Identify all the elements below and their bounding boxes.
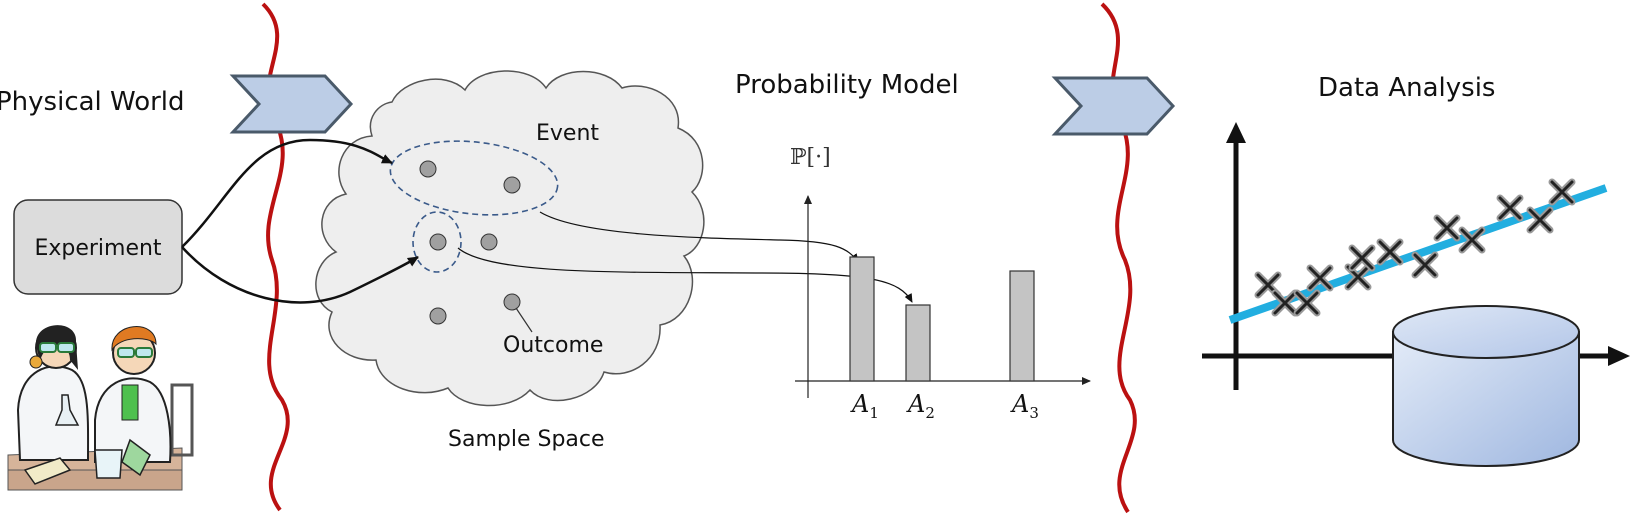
scatter-point-9	[1433, 214, 1461, 242]
scientists-illustration	[7, 325, 194, 491]
event-label: Event	[536, 121, 599, 146]
chevron-arrow-right	[1051, 76, 1176, 136]
outcome-pointer-line	[515, 307, 533, 333]
probability-bar-chart: ℙ[·] A1 A2 A3	[790, 145, 1091, 422]
probability-bar-1	[849, 256, 875, 382]
bars-group: A1 A2 A3	[849, 256, 1039, 422]
physical-world-title: Physical World	[0, 87, 185, 117]
probability-model-title: Probability Model	[735, 70, 959, 100]
scatter-points	[1254, 178, 1576, 317]
scatter-point-3	[1293, 289, 1321, 317]
outcome-label: Outcome	[503, 333, 603, 358]
database-icon	[1392, 305, 1580, 467]
probability-bar-3	[1009, 270, 1035, 382]
sample-space-cloud	[315, 70, 705, 407]
event-to-bar-a2-arrow	[457, 247, 913, 303]
probability-axis-label: ℙ[·]	[790, 145, 831, 170]
scatter-point-2	[1271, 289, 1299, 317]
scatter-point-6	[1348, 244, 1376, 272]
probability-bar-2	[905, 304, 931, 382]
scatter-point-13	[1548, 178, 1576, 206]
outcome-dot	[429, 307, 447, 325]
experiment-box: Experiment	[13, 199, 183, 295]
outcome-dot	[503, 176, 521, 194]
scatter-x-axis-arrowhead	[1608, 346, 1630, 366]
chevron-arrow-left	[229, 74, 354, 134]
outcome-dot	[429, 233, 447, 251]
scatter-point-7	[1376, 238, 1404, 266]
data-analysis-plot	[1202, 122, 1630, 467]
sample-space-label: Sample Space	[448, 427, 605, 452]
scatter-point-4	[1306, 264, 1334, 292]
scatter-point-11	[1496, 194, 1524, 222]
event-ellipse-small	[412, 211, 462, 273]
scatter-point-8	[1411, 251, 1439, 279]
experiment-to-event-arrow	[181, 138, 393, 248]
event-to-bar-a1-arrow	[539, 211, 859, 263]
outcome-dot	[503, 293, 521, 311]
event-ellipse-large	[389, 140, 559, 216]
scatter-y-axis-arrowhead	[1226, 122, 1246, 143]
bar-category-label-2: A2	[906, 390, 935, 422]
scatter-point-12	[1526, 206, 1554, 234]
outcome-dot	[480, 233, 498, 251]
outcome-dot	[419, 160, 437, 178]
data-analysis-title: Data Analysis	[1318, 73, 1495, 103]
bar-category-label-3: A3	[1010, 390, 1039, 422]
bar-category-label-1: A1	[850, 390, 879, 422]
experiment-label: Experiment	[34, 236, 161, 261]
experiment-to-small-event-arrow	[181, 246, 419, 304]
scatter-point-10	[1458, 226, 1486, 254]
